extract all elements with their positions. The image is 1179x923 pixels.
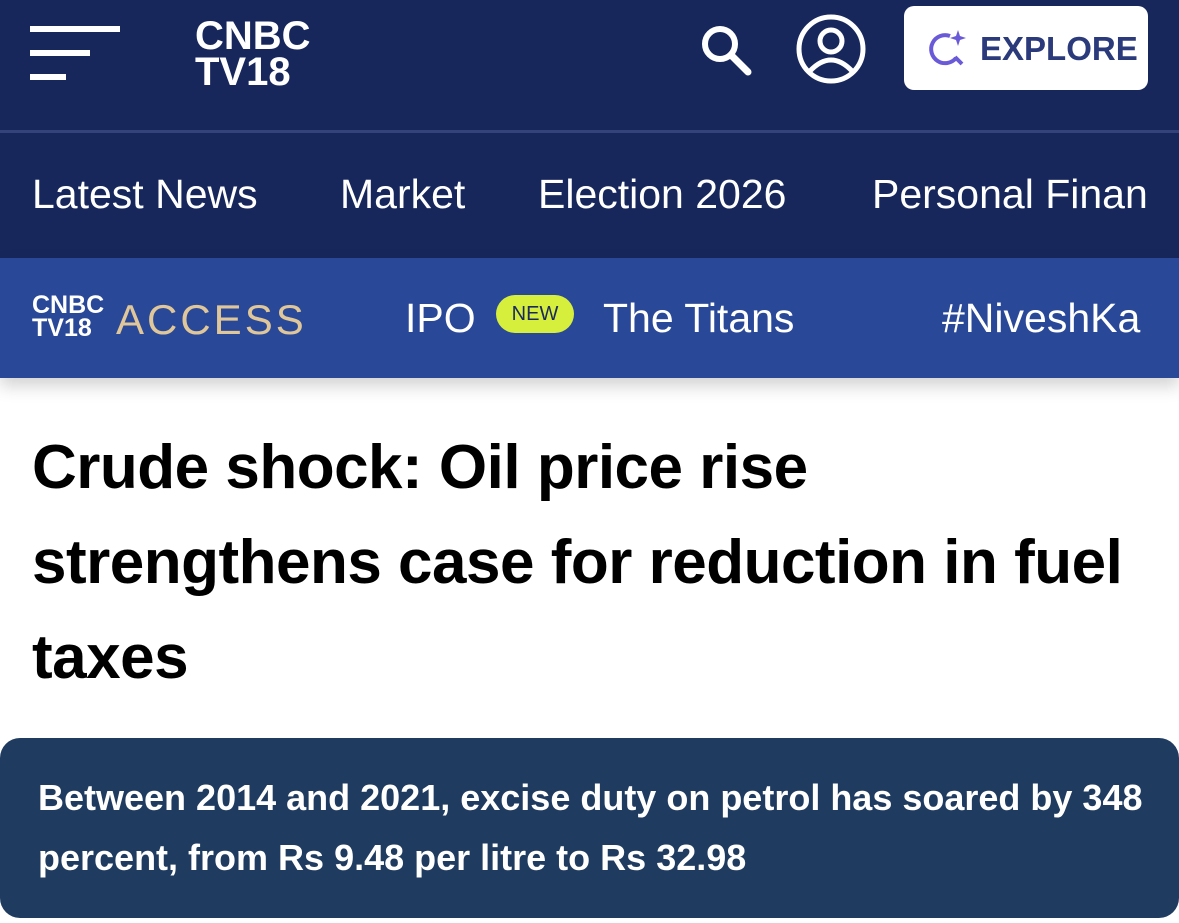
profile-icon[interactable]: [795, 13, 867, 85]
explore-button[interactable]: EXPLORE: [904, 6, 1148, 90]
logo-bottom: TV18: [195, 50, 291, 94]
menu-icon[interactable]: [25, 20, 155, 120]
logo[interactable]: CNBC TV18: [195, 14, 311, 94]
nav-item[interactable]: Personal Finan: [872, 171, 1148, 217]
explore-icon: [929, 30, 966, 66]
access-item[interactable]: #NiveshKa: [942, 295, 1141, 341]
new-badge: NEW: [496, 295, 574, 333]
access-item[interactable]: The Titans: [603, 295, 795, 341]
nav-bar: Latest News Market Election 2026 Persona…: [0, 133, 1179, 258]
nav-item[interactable]: Latest News: [32, 171, 258, 217]
summary-box: Between 2014 and 2021, excise duty on pe…: [0, 738, 1179, 918]
separator: [0, 130, 1179, 133]
header: CNBC TV18 EXPLORE: [0, 0, 1179, 130]
access-brand: ACCESS: [116, 296, 307, 343]
nav-item[interactable]: Market: [340, 171, 466, 217]
access-item[interactable]: IPO: [405, 295, 476, 341]
logo-top: CNBC: [32, 291, 105, 319]
logo-top: CNBC: [195, 14, 311, 58]
explore-label: EXPLORE: [980, 30, 1138, 67]
logo-bottom: TV18: [32, 313, 92, 342]
summary: Between 2014 and 2021, excise duty on pe…: [38, 777, 1143, 878]
search-icon[interactable]: [698, 22, 758, 82]
nav-item[interactable]: Election 2026: [538, 171, 787, 217]
access-logo[interactable]: CNBC TV18: [32, 291, 105, 342]
access-bar: CNBC TV18 ACCESS IPO NEW The Titans #Niv…: [0, 258, 1179, 378]
headline: Crude shock: Oil price rise strengthens …: [32, 433, 1123, 692]
